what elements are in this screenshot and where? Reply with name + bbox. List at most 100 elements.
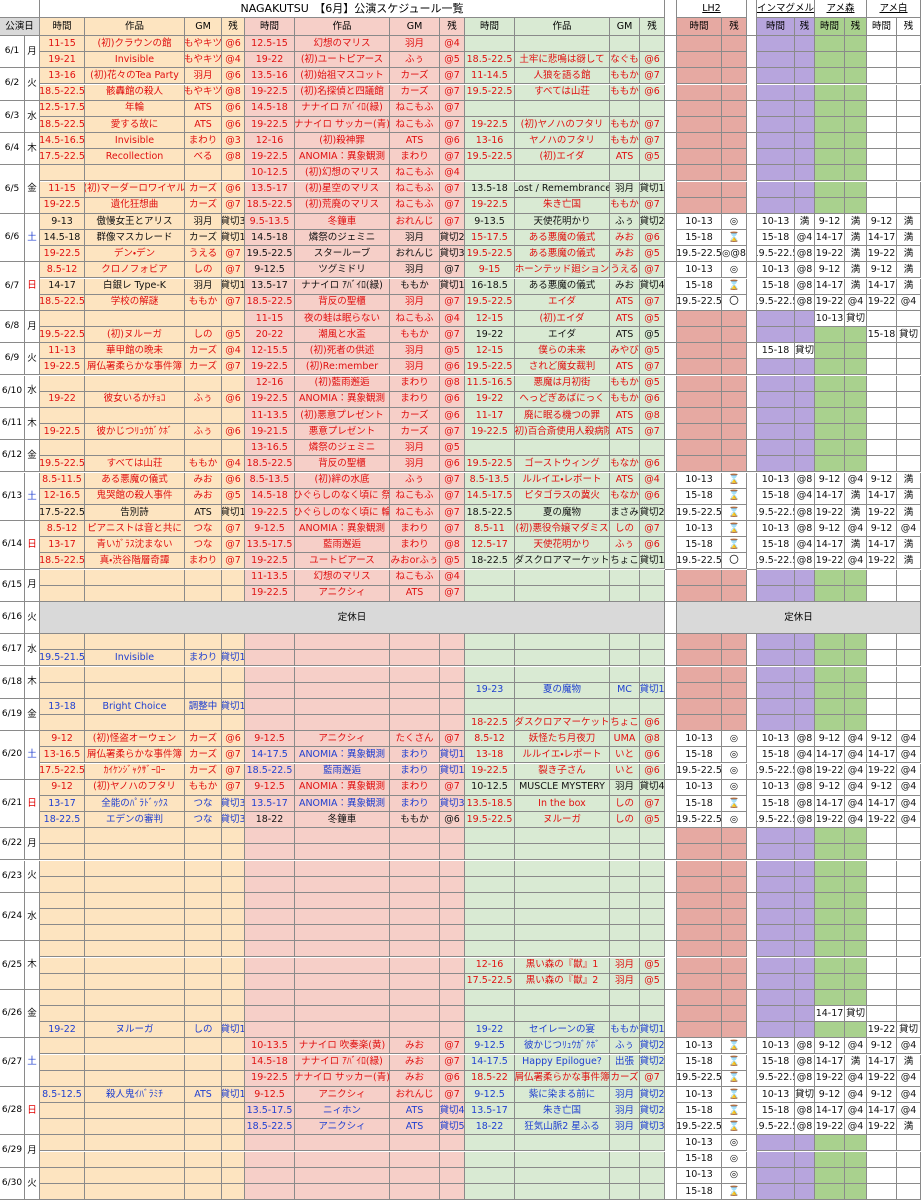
schedule-cell: 19-22 <box>815 1070 845 1087</box>
empty-cell <box>640 1151 665 1168</box>
schedule-cell: しの <box>185 262 222 279</box>
schedule-cell: ATS <box>610 310 640 327</box>
column-header: 残 <box>795 18 815 36</box>
empty-cell <box>795 634 815 651</box>
empty-cell <box>845 327 867 344</box>
empty-cell <box>845 165 867 182</box>
gap <box>747 440 757 473</box>
empty-cell <box>845 197 867 214</box>
empty-cell <box>465 844 515 861</box>
schedule-cell: もやキツ <box>185 52 222 69</box>
schedule-cell: べる <box>185 149 222 166</box>
empty-cell <box>795 327 815 344</box>
gap <box>747 989 757 1039</box>
empty-cell <box>815 165 845 182</box>
schedule-cell: 殺人鬼ｲﾊﾞﾗﾐﾁ <box>85 1086 185 1103</box>
schedule-cell: ねこもふ <box>390 488 440 505</box>
schedule-cell: みお <box>610 246 640 263</box>
empty-cell <box>440 634 465 651</box>
empty-cell <box>795 860 815 877</box>
schedule-cell: @4 <box>897 812 921 829</box>
schedule-cell: 貸切4 <box>640 779 665 796</box>
empty-cell <box>222 375 245 392</box>
schedule-cell: @4 <box>440 569 465 586</box>
weekday: 水 <box>25 100 40 133</box>
schedule-cell: 10-13 <box>677 731 722 748</box>
empty-cell <box>722 585 747 602</box>
schedule-cell: 14-17 <box>40 278 85 295</box>
schedule-cell: 19-22 <box>867 763 897 780</box>
schedule-cell: 19-22 <box>815 763 845 780</box>
gap <box>747 1135 757 1168</box>
schedule-cell: 夏の魔物 <box>515 504 610 521</box>
empty-cell <box>440 666 465 683</box>
empty-cell <box>845 375 867 392</box>
empty-cell <box>610 569 640 586</box>
empty-cell <box>757 100 795 117</box>
empty-cell <box>815 116 845 133</box>
gap <box>747 100 757 133</box>
empty-cell <box>795 1167 815 1184</box>
schedule-cell: @8 <box>222 149 245 166</box>
empty-cell <box>440 909 465 926</box>
schedule-cell: 19-22 <box>815 504 845 521</box>
schedule-cell: @4 <box>845 294 867 311</box>
schedule-cell: 10-13 <box>677 213 722 230</box>
date: 6/11 <box>0 407 25 441</box>
schedule-cell: 〇 <box>722 553 747 570</box>
empty-cell <box>897 84 921 101</box>
schedule-cell: (初)ヤノハのフタリ <box>85 779 185 796</box>
column-header: 残 <box>440 18 465 36</box>
schedule-cell: 19.5-22.5 <box>465 456 515 473</box>
schedule-cell: 12.5-17.5 <box>40 100 85 117</box>
schedule-cell: (初)始祖マスコット <box>295 68 390 85</box>
schedule-cell: アニクシィ <box>295 731 390 748</box>
schedule-cell: 9-12 <box>815 213 845 230</box>
weekday: 月 <box>25 828 40 861</box>
schedule-cell: ももか <box>390 812 440 829</box>
empty-cell <box>867 100 897 117</box>
schedule-cell: 19.5-22.5 <box>757 812 795 829</box>
empty-cell <box>845 876 867 893</box>
schedule-cell: 貸切 <box>897 1022 921 1039</box>
empty-cell <box>185 1151 222 1168</box>
empty-cell <box>245 989 295 1006</box>
empty-cell <box>845 1167 867 1184</box>
schedule-cell: ナナイロ 吹奏楽(黄) <box>295 1038 390 1055</box>
schedule-cell: カーズ <box>610 1070 640 1087</box>
schedule-cell: 9-12 <box>40 731 85 748</box>
schedule-cell: ももか <box>610 84 640 101</box>
date: 6/8 <box>0 310 25 344</box>
schedule-cell: @6 <box>640 84 665 101</box>
empty-cell <box>867 909 897 926</box>
schedule-cell: @8 <box>795 1119 815 1136</box>
schedule-cell: @7 <box>440 68 465 85</box>
schedule-cell: ATS <box>610 424 640 441</box>
weekday: 火 <box>25 860 40 893</box>
date: 6/4 <box>0 133 25 166</box>
schedule-cell: 8.5-12.5 <box>40 1086 85 1103</box>
schedule-cell: 14-17 <box>815 747 845 764</box>
schedule-cell: 18-22 <box>465 1119 515 1136</box>
schedule-cell: @7 <box>640 424 665 441</box>
schedule-cell: ももか <box>610 68 640 85</box>
date: 6/13 <box>0 472 25 521</box>
schedule-cell: @7 <box>440 521 465 538</box>
empty-cell <box>757 909 795 926</box>
empty-cell <box>845 52 867 69</box>
schedule-cell: @4 <box>897 294 921 311</box>
empty-cell <box>845 68 867 85</box>
schedule-cell: 9-12 <box>815 521 845 538</box>
schedule-cell: (初)悪役令嬢マダミス <box>515 521 610 538</box>
schedule-cell: @7 <box>222 294 245 311</box>
schedule-cell: 満 <box>897 1054 921 1071</box>
schedule-cell: 幻想のマリス <box>295 36 390 53</box>
schedule-cell: 満 <box>897 504 921 521</box>
schedule-cell: 9-12 <box>815 779 845 796</box>
schedule-cell: @6 <box>222 424 245 441</box>
schedule-cell: 19-22 <box>815 1119 845 1136</box>
empty-cell <box>85 165 185 182</box>
schedule-cell: @7 <box>640 359 665 376</box>
schedule-cell: ちょこ <box>610 715 640 732</box>
schedule-cell: @6 <box>640 537 665 554</box>
